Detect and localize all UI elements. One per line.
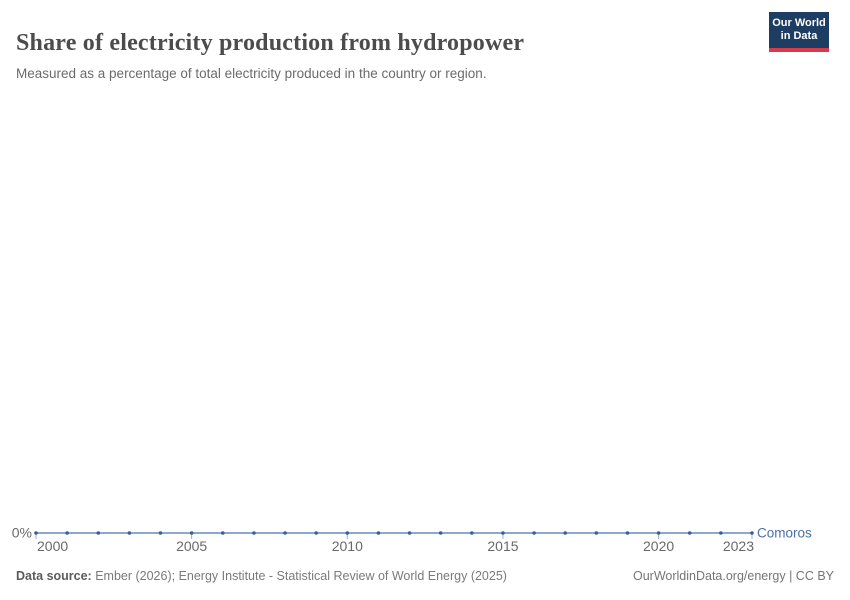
data-point[interactable] <box>750 531 754 535</box>
x-axis-tick-label: 2023 <box>723 538 754 554</box>
data-point[interactable] <box>470 531 474 535</box>
data-point[interactable] <box>314 531 318 535</box>
data-point[interactable] <box>563 531 568 535</box>
owid-link[interactable]: OurWorldinData.org/energy | CC BY <box>632 569 834 583</box>
series-label[interactable]: Comoros <box>757 526 812 541</box>
x-axis-tick-label: 2010 <box>332 538 363 554</box>
owid-logo[interactable]: Our World in Data <box>769 12 829 52</box>
data-point[interactable] <box>719 531 723 535</box>
data-point[interactable] <box>283 531 287 535</box>
x-axis-tick-label: 2015 <box>487 538 518 554</box>
x-axis-tick-label: 2020 <box>643 538 674 554</box>
data-point[interactable] <box>687 531 692 535</box>
data-source-note: Data source: Ember (2026); Energy Instit… <box>16 569 507 583</box>
data-point[interactable] <box>345 531 350 535</box>
data-point[interactable] <box>127 531 132 535</box>
data-point[interactable] <box>656 531 661 535</box>
data-point[interactable] <box>96 531 101 535</box>
owid-logo-line2: in Data <box>780 30 818 42</box>
data-point[interactable] <box>532 531 536 535</box>
data-point[interactable] <box>501 531 505 535</box>
data-point[interactable] <box>220 531 225 535</box>
y-axis-tick-label: 0% <box>12 525 32 541</box>
data-point[interactable] <box>594 531 599 535</box>
data-source-label: Data source: <box>16 569 96 583</box>
data-point[interactable] <box>625 531 630 535</box>
data-point[interactable] <box>158 531 163 535</box>
data-point[interactable] <box>438 531 443 535</box>
data-point[interactable] <box>407 531 412 535</box>
data-point[interactable] <box>189 531 194 535</box>
data-point[interactable] <box>65 531 69 535</box>
owid-logo-line1: Our World <box>772 17 826 29</box>
x-axis-tick-label: 2005 <box>176 538 207 554</box>
x-axis-tick-label: 2000 <box>37 538 68 554</box>
data-point[interactable] <box>34 531 38 535</box>
data-point[interactable] <box>376 531 381 535</box>
page-subtitle: Measured as a percentage of total electr… <box>16 65 487 81</box>
page-title: Share of electricity production from hyd… <box>16 30 525 57</box>
data-source-text: Ember (2026); Energy Institute - Statist… <box>95 569 507 583</box>
data-point[interactable] <box>252 531 256 535</box>
